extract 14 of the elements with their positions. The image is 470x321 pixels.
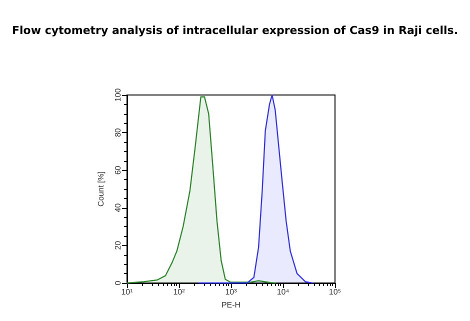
x-tick-label: 10⁴ bbox=[276, 288, 290, 296]
x-tick-label: 10³ bbox=[225, 288, 238, 296]
y-tick-label: 100 bbox=[114, 88, 122, 102]
y-axis-title: Count [%] bbox=[96, 171, 106, 207]
y-tick-label: 0 bbox=[114, 280, 122, 286]
y-tick-label: 60 bbox=[114, 165, 122, 175]
x-tick-label: 10¹ bbox=[121, 288, 134, 296]
chart-title: Flow cytometry analysis of intracellular expression of Cas9 in Raji cells. bbox=[12, 24, 458, 37]
x-tick-label: 10⁵ bbox=[328, 288, 342, 296]
y-tick-label: 80 bbox=[114, 128, 122, 138]
x-tick-label: 10² bbox=[173, 288, 186, 296]
y-tick-label: 40 bbox=[114, 202, 122, 212]
y-tick-label: 20 bbox=[114, 240, 122, 250]
x-axis-title: PE-H bbox=[221, 300, 241, 310]
